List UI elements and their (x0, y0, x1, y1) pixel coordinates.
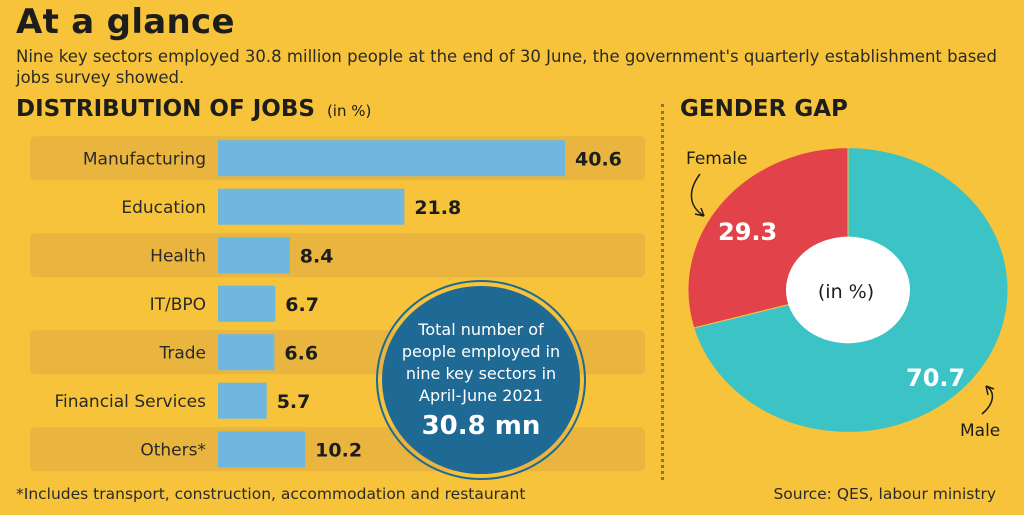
category-label: IT/BPO (150, 295, 206, 315)
jobs-bar-chart: Manufacturing 40.6 Education 21.8 Health 8.4 I… (30, 136, 645, 472)
page-title: At a glance (16, 2, 235, 42)
bar (218, 285, 276, 322)
page-subtitle: Nine key sectors employed 30.8 million p… (16, 47, 997, 87)
bar-chart-title-text: DISTRIBUTION OF JOBS (16, 96, 315, 122)
bar (218, 382, 267, 419)
data-label: 6.7 (285, 294, 319, 316)
total-employed-badge: Total number of people employed in nine … (376, 280, 586, 480)
male-callout-line (981, 385, 994, 415)
footnote: *Includes transport, construction, accom… (16, 485, 526, 503)
donut-center-label: (in %) (818, 281, 874, 303)
female-callout-line (690, 173, 705, 217)
data-label: 6.6 (284, 342, 318, 364)
category-label: Education (121, 198, 206, 218)
female-callout-arrowhead (694, 207, 705, 217)
bar (218, 237, 290, 274)
donut-legend-female: Female (686, 149, 747, 169)
donut-legend-male: Male (960, 421, 1000, 441)
category-label: Financial Services (54, 392, 206, 412)
data-label: 5.7 (277, 391, 311, 413)
data-label: 21.8 (414, 197, 461, 219)
bar-row-band (30, 233, 645, 278)
data-label: 40.6 (575, 148, 622, 170)
data-label: 10.2 (315, 439, 362, 461)
bar (218, 334, 275, 371)
male-callout-arrowhead (985, 385, 995, 396)
total-employed-badge-inner: Total number of people employed in nine … (382, 286, 580, 474)
bar (218, 431, 306, 468)
bar-chart-unit: (in %) (326, 102, 372, 120)
category-label: Others* (140, 440, 206, 460)
category-label: Trade (158, 343, 206, 363)
bar (218, 140, 565, 177)
category-label: Manufacturing (83, 149, 206, 169)
total-employed-text: Total number of people employed in nine … (401, 320, 561, 405)
donut-chart-title: GENDER GAP (680, 96, 848, 122)
data-label: 8.4 (300, 245, 334, 267)
category-label: Health (150, 246, 206, 266)
source-note: Source: QES, labour ministry (773, 485, 996, 503)
donut-value-female: 29.3 (718, 218, 777, 246)
bar (218, 188, 405, 225)
donut-value-male: 70.7 (906, 364, 965, 392)
total-employed-value: 30.8 mn (421, 411, 541, 441)
gender-donut-chart: (in %) 29.3 70.7 Female Male (686, 147, 1009, 441)
section-divider (661, 104, 664, 480)
donut-hole (786, 236, 910, 344)
bar-chart-title: DISTRIBUTION OF JOBS (in %) (16, 96, 371, 122)
